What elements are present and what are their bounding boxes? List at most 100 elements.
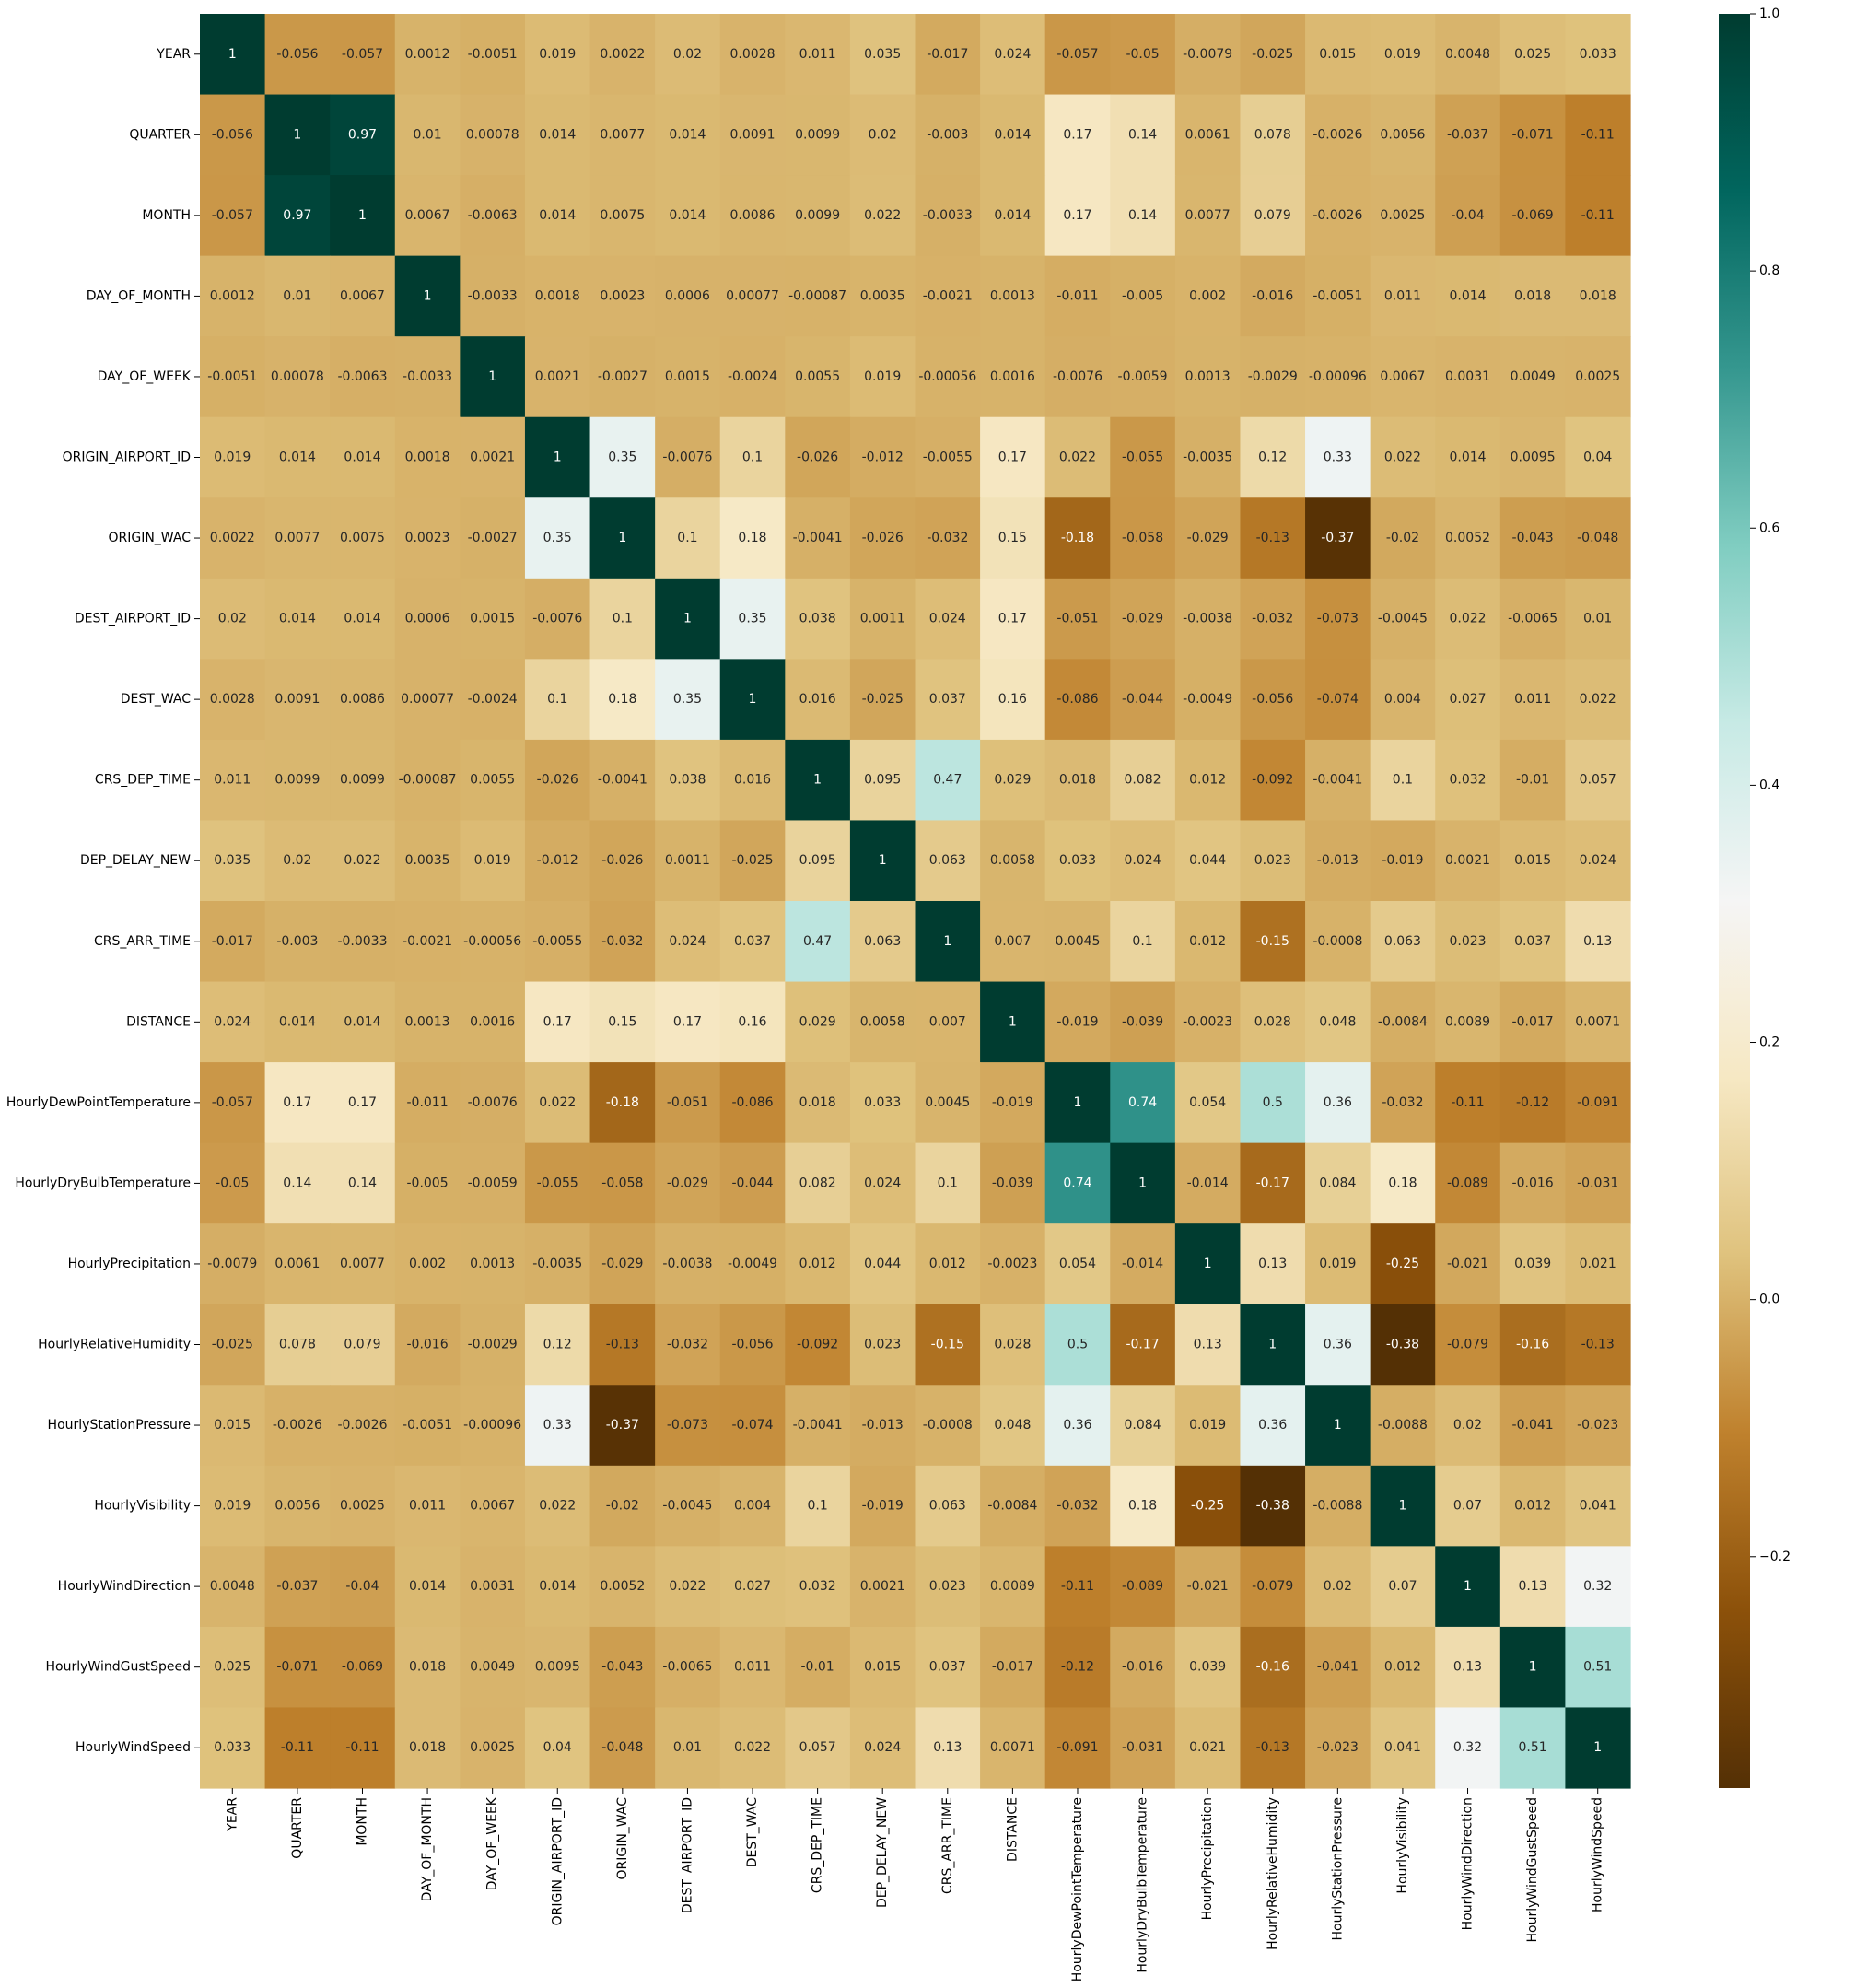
cell-value-label: 0.0049 (470, 1660, 515, 1675)
cell-value-label: 0.0052 (600, 1579, 645, 1594)
heatmap-cell (589, 1546, 656, 1628)
heatmap-cell (1370, 820, 1436, 902)
heatmap-cell (1499, 1546, 1567, 1628)
cell-value-label: 0.024 (864, 1175, 901, 1190)
y-tick-label: HourlyDewPointTemperature (6, 1095, 191, 1110)
cell-value-label: 0.13 (1453, 1660, 1482, 1675)
cell-value-label: 1 (1204, 1257, 1212, 1271)
heatmap-cell (1435, 336, 1501, 418)
heatmap-cell (1174, 1385, 1242, 1467)
heatmap-cell (1240, 1304, 1306, 1386)
cell-value-label: 0.0055 (470, 773, 515, 788)
cell-value-label: 0.18 (1128, 1499, 1157, 1514)
heatmap-cell (1499, 1304, 1567, 1386)
heatmap-cell (849, 659, 916, 741)
heatmap-cell (264, 14, 331, 96)
heatmap-cell (589, 336, 656, 418)
heatmap-cell (1110, 1465, 1176, 1547)
cell-value-label: 0.014 (1449, 450, 1486, 465)
cell-value-label: 0.022 (539, 1095, 576, 1110)
cell-value-label: -0.043 (1512, 531, 1554, 545)
cell-value-label: -0.025 (212, 1338, 253, 1352)
heatmap-cell (1305, 1062, 1371, 1144)
x-tick-label: HourlyWindDirection (1461, 1797, 1476, 1930)
heatmap-cell (394, 820, 461, 902)
cell-value-label: -0.0051 (468, 47, 518, 62)
heatmap-cell (785, 578, 851, 660)
cell-value-label: 0.012 (799, 1257, 836, 1271)
cell-value-label: 0.0086 (730, 208, 776, 223)
cell-value-label: 0.015 (1514, 853, 1551, 868)
heatmap-cell (200, 1626, 266, 1709)
heatmap-cell (1174, 255, 1242, 337)
heatmap-cell (1174, 497, 1242, 579)
cell-value-label: -0.0024 (728, 369, 777, 384)
heatmap-cell (1499, 336, 1567, 418)
heatmap-cell (849, 1626, 916, 1709)
heatmap-cell (785, 255, 851, 337)
heatmap-cell (1305, 981, 1371, 1063)
x-tick-label: HourlyDewPointTemperature (1070, 1797, 1085, 1982)
cell-value-label: 0.47 (933, 773, 962, 788)
heatmap-cell (980, 1707, 1046, 1789)
cell-value-label: 0.0071 (1575, 1014, 1620, 1029)
cell-value-label: -0.02 (606, 1499, 639, 1514)
cell-value-label: 0.17 (283, 1095, 311, 1110)
cell-value-label: -0.058 (1122, 531, 1163, 545)
heatmap-cell (1240, 981, 1306, 1063)
heatmap-cell (589, 1062, 656, 1144)
cell-value-label: -0.048 (601, 1740, 643, 1755)
cell-value-label: -0.00087 (399, 773, 457, 788)
heatmap-cell (915, 1546, 981, 1628)
heatmap-cell (1305, 1546, 1371, 1628)
cell-value-label: 0.023 (864, 1338, 901, 1352)
cell-value-label: -0.032 (601, 934, 643, 949)
heatmap-cell (200, 1707, 266, 1789)
heatmap-cell (1110, 1626, 1176, 1709)
cell-value-label: 1 (488, 369, 496, 384)
cell-value-label: 0.00077 (726, 288, 779, 303)
heatmap-cell (1044, 1062, 1111, 1144)
heatmap-cell (460, 1304, 526, 1386)
cell-value-label: -0.0029 (1248, 369, 1298, 384)
heatmap-cell (589, 578, 656, 660)
heatmap-cell (785, 739, 851, 822)
y-tick-label: MONTH (142, 208, 191, 223)
heatmap-cell (655, 175, 721, 257)
heatmap-cell (1370, 416, 1436, 498)
colorbar: −0.2 0.0 0.2 0.4 0.6 0.8 1.0 (1719, 6, 1791, 1788)
heatmap-cell (200, 497, 266, 579)
heatmap-cell (1499, 901, 1567, 983)
heatmap-cell (1499, 497, 1567, 579)
cell-value-label: 0.07 (1388, 1579, 1417, 1594)
heatmap-cell (1110, 94, 1176, 176)
cell-value-label: 0.01 (413, 127, 441, 142)
cell-value-label: 0.12 (1258, 450, 1287, 465)
cell-value-label: 0.74 (1128, 1095, 1157, 1110)
cell-value-label: 0.023 (1449, 934, 1486, 949)
heatmap-cell (1110, 659, 1176, 741)
cell-value-label: 0.095 (799, 853, 836, 868)
heatmap-cell (200, 1546, 266, 1628)
cell-value-label: 0.18 (608, 692, 636, 707)
heatmap-cell (1044, 1626, 1111, 1709)
cell-value-label: -0.016 (1512, 1175, 1554, 1190)
heatmap-cell (200, 255, 266, 337)
cell-value-label: -0.18 (1061, 531, 1094, 545)
cell-value-label: 0.01 (283, 288, 311, 303)
cell-value-label: -0.014 (1187, 1175, 1229, 1190)
cell-value-label: 0.014 (669, 208, 706, 223)
heatmap-cell (655, 1465, 721, 1547)
cell-value-label: -0.11 (345, 1740, 379, 1755)
cell-value-label: -0.0033 (468, 288, 518, 303)
heatmap-cell (1240, 901, 1306, 983)
x-tick-label: HourlyWindGustSpeed (1525, 1797, 1540, 1942)
heatmap-cell (915, 497, 981, 579)
cell-value-label: 0.0031 (1445, 369, 1490, 384)
cell-value-label: -0.16 (1516, 1338, 1549, 1352)
cell-value-label: -0.11 (1061, 1579, 1094, 1594)
cell-value-label: -0.086 (731, 1095, 773, 1110)
heatmap-cell (1110, 1707, 1176, 1789)
cell-value-label: -0.13 (1256, 1740, 1289, 1755)
cell-value-label: -0.0041 (793, 531, 843, 545)
